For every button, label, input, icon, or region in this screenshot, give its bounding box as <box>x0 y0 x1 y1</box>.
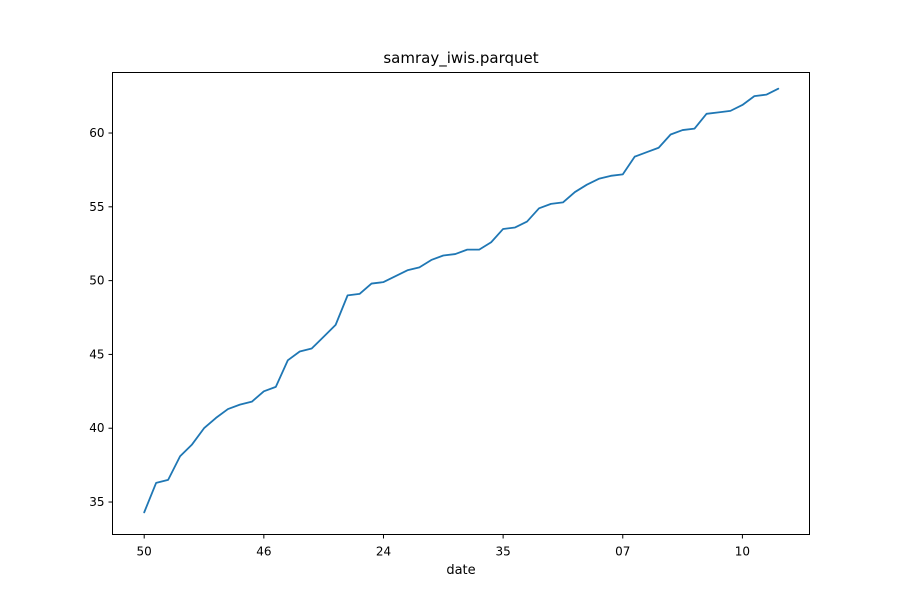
x-tick-label: 24 <box>376 545 391 559</box>
x-tick-label: 35 <box>495 545 510 559</box>
y-tick-label: 60 <box>89 126 104 140</box>
x-tick-label: 46 <box>256 545 271 559</box>
plot-area <box>143 87 780 514</box>
x-axis-label: date <box>446 563 475 578</box>
x-tick-label: 10 <box>735 545 750 559</box>
x-tick-label: 07 <box>615 545 630 559</box>
y-tick-label: 50 <box>89 274 104 288</box>
y-tick-label: 45 <box>89 347 104 361</box>
y-axis: 35 40 45 50 55 60 <box>89 126 113 509</box>
y-tick-label: 55 <box>89 200 104 214</box>
axes-frame <box>112 72 810 535</box>
x-axis: 50 46 24 35 07 10 <box>137 534 750 559</box>
y-tick-label: 40 <box>89 421 104 435</box>
series-line <box>143 87 780 514</box>
x-tick-label: 50 <box>137 545 152 559</box>
y-tick-label: 35 <box>89 495 104 509</box>
chart-title: samray_iwis.parquet <box>383 49 538 68</box>
